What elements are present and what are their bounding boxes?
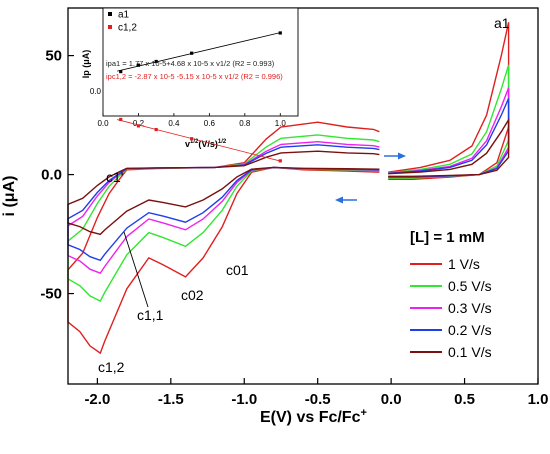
- inset-x-tick-label: 1.0: [275, 119, 287, 128]
- x-axis-label: E(V) vs Fc/Fc+: [260, 407, 367, 426]
- inset-frame: [102, 7, 299, 117]
- inset-legend: a1 c1,2: [108, 10, 137, 34]
- cv-curves: [67, 22, 510, 355]
- x-tick-label: -1.0: [231, 391, 257, 408]
- legend-label: 0.5 V/s: [448, 278, 492, 294]
- legend-label: 0.1 V/s: [448, 344, 492, 360]
- annotation-c1-prime: c1': [106, 169, 123, 185]
- y-axis-ticks: 50 0.0 -50: [40, 48, 74, 303]
- y-tick-label: 50: [45, 48, 62, 65]
- forward-scan-arrow: [384, 152, 406, 160]
- inset-data-point: [190, 51, 194, 55]
- inset-legend-swatch: [108, 25, 112, 29]
- inset-x-tick-label: 0.0: [97, 119, 109, 128]
- inset-x-label: v1/2(V/s)1/2: [185, 139, 227, 149]
- inset-data-point: [136, 124, 141, 128]
- cv-curve-anodic-0-1-V-s: [388, 117, 510, 177]
- cv-curve-cathodic-0-2-V-s: [67, 144, 380, 262]
- cv-curve-cathodic-0-1-V-s: [67, 150, 380, 236]
- x-tick-label: -0.5: [305, 391, 331, 408]
- annotation-c01: c01: [226, 262, 249, 278]
- cv-curve-cathodic-0-3-V-s: [67, 140, 380, 275]
- inset-legend-label: a1: [118, 10, 130, 21]
- legend-items: 1 V/s 0.5 V/s 0.3 V/s 0.2 V/s 0.1 V/s: [410, 256, 492, 360]
- inset-legend-swatch: [108, 12, 112, 16]
- annotation-a1: a1: [494, 15, 510, 31]
- inset-data-point: [119, 70, 123, 74]
- legend-label: 1 V/s: [448, 256, 480, 272]
- cv-curve-cathodic-1-V-s: [67, 121, 380, 355]
- inset-x-ticks: 0.0 0.2 0.4 0.6 0.8 1.0: [97, 113, 286, 128]
- main-plot-frame: [67, 7, 539, 385]
- annotation-c1-1: c1,1: [137, 307, 164, 323]
- inset-data: [117, 31, 282, 163]
- x-axis-ticks: -2.0 -1.5 -1.0 -0.5 0.0 0.5 1.0: [84, 378, 548, 408]
- inset-x-tick-label: 0.6: [204, 119, 216, 128]
- y-tick-label: 0.0: [41, 167, 62, 184]
- inset-equation-c12: ipc1,2 = -2.87 x 10-5 -5.15 x 10-5 x v1/…: [106, 72, 283, 81]
- y-tick-label: -50: [40, 286, 62, 303]
- inset-plot: 0.0 0.2 0.4 0.6 0.8 1.0 0.0 Ip (μA) v1/2(V/s)…: [81, 7, 299, 163]
- x-tick-label: -1.5: [158, 391, 184, 408]
- inset-data-point: [154, 59, 158, 64]
- legend-label: 0.3 V/s: [448, 300, 492, 316]
- inset-data-point: [119, 117, 123, 122]
- inset-fit-line: [117, 119, 281, 162]
- y-axis-label: i (μA): [1, 176, 18, 217]
- inset-x-tick-label: 0.4: [168, 119, 180, 128]
- inset-data-point: [278, 31, 282, 35]
- inset-data-point: [154, 127, 158, 132]
- inset-legend-label: c1,2: [118, 23, 137, 34]
- x-tick-label: -2.0: [84, 391, 110, 408]
- inset-x-tick-label: 0.2: [133, 119, 145, 128]
- annotation-pointer-c1-1: [123, 231, 149, 308]
- cv-curve-cathodic-0-5-V-s: [67, 134, 380, 303]
- x-tick-label: 1.0: [528, 391, 549, 408]
- inset-fit-line: [117, 32, 281, 72]
- inset-data-point: [136, 63, 141, 67]
- inset-x-tick-label: 0.8: [239, 119, 251, 128]
- annotation-c02: c02: [181, 287, 204, 303]
- inset-equation-a1: ipa1 = 1.77 x 10-5+4.68 x 10-5 x v1/2 (R…: [106, 59, 275, 68]
- annotation-c1-2: c1,2: [98, 359, 125, 375]
- legend-label: 0.2 V/s: [448, 322, 492, 338]
- legend: [L] = 1 mM 1 V/s 0.5 V/s 0.3 V/s 0.2 V/s 0.1…: [410, 229, 492, 360]
- legend-title: [L] = 1 mM: [410, 229, 485, 246]
- x-tick-label: 0.0: [381, 391, 402, 408]
- reverse-scan-arrow: [335, 196, 357, 204]
- inset-data-point: [278, 159, 282, 163]
- cv-curve-anodic-1-V-s: [388, 22, 510, 180]
- inset-y-label: Ip (μA): [81, 50, 91, 79]
- inset-y-tick: 0.0: [90, 87, 102, 96]
- x-tick-label: 0.5: [454, 391, 475, 408]
- inset-data-point: [190, 137, 194, 141]
